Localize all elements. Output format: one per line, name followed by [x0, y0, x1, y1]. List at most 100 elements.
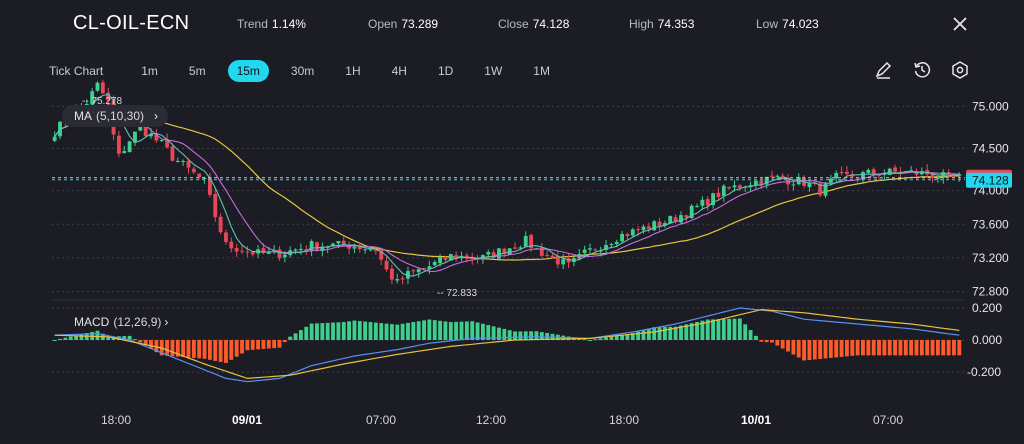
candle	[705, 196, 710, 211]
macd-histogram-bar	[727, 318, 732, 340]
macd-histogram-bar	[689, 323, 694, 340]
candle-body	[454, 255, 459, 260]
tab-15m[interactable]: 15m	[227, 60, 269, 82]
candle-body	[181, 161, 186, 163]
candle	[523, 231, 528, 247]
macd-histogram-bar	[379, 323, 384, 340]
macd-histogram-bar	[261, 340, 266, 349]
macd-histogram-bar	[518, 331, 523, 340]
macd-histogram-bar	[309, 323, 314, 340]
macd-histogram-bar	[807, 340, 812, 360]
ma-indicator-pill[interactable]: MA (5,10,30) ›	[62, 105, 169, 127]
tab-5m[interactable]: 5m	[188, 64, 206, 78]
macd-histogram-bar	[545, 332, 550, 340]
tab-1month[interactable]: 1M	[533, 64, 550, 78]
candle-body	[379, 250, 384, 260]
candle-body	[593, 249, 598, 251]
candle	[577, 248, 582, 260]
timeframe-tabs: Tick Chart 1m 5m 15m 30m 1H 4H 1D 1W 1M	[40, 59, 572, 83]
candle-body	[197, 173, 202, 178]
macd-indicator-pill[interactable]: MACD (12,26,9) ›	[62, 311, 178, 333]
tab-1h[interactable]: 1H	[345, 64, 361, 78]
candle	[363, 248, 368, 254]
candle	[679, 211, 683, 225]
macd-histogram-bar	[818, 340, 823, 359]
candle	[224, 229, 228, 245]
candle-body	[866, 169, 871, 173]
reset-button[interactable]	[911, 59, 933, 81]
candle-body	[266, 251, 271, 254]
macd-histogram-bar	[207, 340, 212, 360]
macd-histogram-bar	[770, 340, 774, 343]
close-stat: Close 74.128	[498, 17, 569, 31]
candle-body	[946, 172, 951, 174]
candle	[935, 175, 940, 183]
tab-30m[interactable]: 30m	[290, 64, 315, 78]
macd-histogram-bar	[234, 340, 239, 357]
draw-button[interactable]	[872, 59, 894, 81]
macd-histogram-bar	[898, 340, 903, 356]
candle	[191, 166, 196, 175]
tab-1m[interactable]: 1m	[141, 64, 158, 78]
high-label: High	[629, 17, 654, 31]
candle	[159, 139, 164, 142]
tab-4h[interactable]: 4H	[391, 64, 407, 78]
tab-1w[interactable]: 1W	[484, 64, 503, 78]
candle-body	[555, 256, 560, 265]
candle-body	[935, 177, 940, 179]
candle	[357, 242, 362, 253]
ma-params: (5,10,30)	[96, 109, 145, 123]
candle-body	[716, 192, 721, 198]
settings-button[interactable]	[949, 59, 971, 81]
macd-histogram-bar	[315, 323, 319, 340]
candle-body	[818, 183, 823, 196]
candle	[893, 164, 898, 174]
price-tick-label: 75.000	[972, 99, 1009, 113]
chevron-right-icon: ›	[164, 315, 169, 329]
high-marker-label: -- 75.278	[82, 96, 122, 107]
candle-body	[721, 185, 726, 196]
candle-body	[828, 178, 833, 183]
macd-histogram-bar	[432, 320, 437, 340]
candle-body	[116, 135, 121, 154]
candle-body	[470, 257, 475, 260]
candle-body	[341, 240, 346, 246]
candle-body	[309, 241, 314, 251]
candle-body	[448, 254, 453, 261]
candle-body	[502, 248, 507, 254]
candle	[818, 181, 823, 198]
candle-body	[497, 248, 501, 259]
candle-body	[229, 241, 234, 249]
macd-histogram-bar	[919, 340, 924, 356]
candle-body	[250, 251, 255, 255]
macd-histogram-bar	[764, 340, 769, 343]
macd-histogram-bar	[400, 323, 405, 340]
open-stat: Open 73.289	[368, 17, 438, 31]
macd-histogram-bar	[422, 320, 426, 340]
candle	[711, 192, 716, 209]
macd-histogram-bar	[930, 340, 935, 356]
candle-body	[304, 249, 309, 251]
candle	[175, 157, 180, 163]
macd-histogram-bar	[695, 321, 699, 340]
macd-histogram-bar	[74, 335, 79, 340]
macd-histogram-bar	[218, 340, 223, 362]
tab-1d[interactable]: 1D	[437, 64, 454, 78]
candle-body	[711, 193, 716, 206]
candle-body	[684, 215, 689, 218]
candle-body	[652, 221, 657, 231]
macd-histogram-bar	[775, 340, 780, 346]
candle	[866, 168, 871, 174]
macd-histogram-bar	[175, 340, 180, 357]
macd-histogram-bar	[534, 331, 539, 340]
macd-histogram-bar	[882, 340, 887, 356]
tab-tick-chart[interactable]: Tick Chart	[49, 64, 104, 78]
candle-body	[887, 168, 892, 175]
ma30-layer	[54, 107, 960, 261]
close-button[interactable]	[948, 12, 972, 36]
signal-line	[54, 308, 960, 380]
candle	[737, 183, 742, 192]
candle	[588, 243, 592, 255]
macd-histogram-bar	[673, 326, 678, 340]
